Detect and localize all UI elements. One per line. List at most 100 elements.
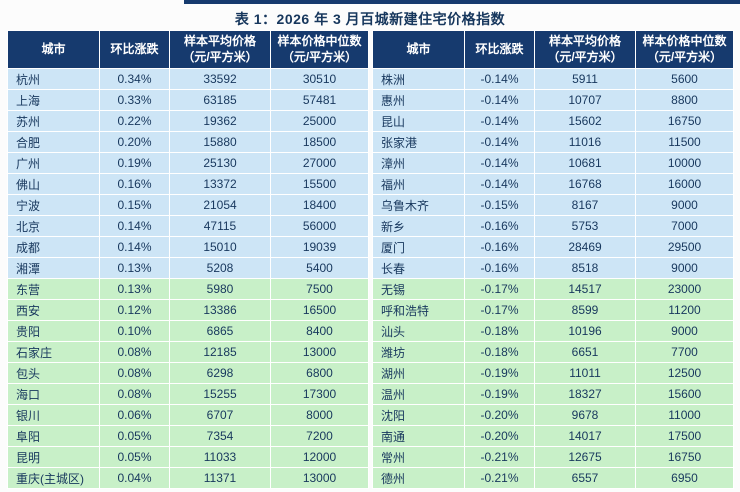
median-price-cell: 57481 [270, 89, 369, 111]
table-row: 包头 0.08% 6298 6800 [7, 362, 369, 384]
city-cell: 西安 [7, 299, 100, 321]
table-row: 厦门 -0.16% 28469 29500 [372, 236, 734, 258]
avg-price-cell: 15880 [169, 131, 271, 153]
median-price-cell: 7500 [270, 278, 369, 300]
change-cell: -0.17% [464, 278, 535, 300]
change-cell: -0.16% [464, 236, 535, 258]
change-cell: 0.12% [99, 299, 170, 321]
avg-price-cell: 13386 [169, 299, 271, 321]
col-header-median-price: 样本价格中位数 （元/平方米） [635, 30, 734, 69]
median-price-cell: 11500 [635, 131, 734, 153]
avg-price-cell: 5753 [534, 215, 636, 237]
median-price-label: 样本价格中位数 [642, 33, 727, 48]
price-table-right: 城市 环比涨跌 样本平均价格 （元/平方米） 样本价格中位数 （元/平方米） 株… [372, 30, 734, 489]
median-price-cell: 18500 [270, 131, 369, 153]
change-cell: 0.20% [99, 131, 170, 153]
avg-price-cell: 14017 [534, 425, 636, 447]
avg-price-cell: 11016 [534, 131, 636, 153]
city-cell: 长春 [372, 257, 465, 279]
median-price-cell: 11000 [635, 404, 734, 426]
col-header-avg-price: 样本平均价格 （元/平方米） [169, 30, 271, 69]
avg-price-cell: 15010 [169, 236, 271, 258]
avg-price-cell: 15255 [169, 383, 271, 405]
avg-price-cell: 10707 [534, 89, 636, 111]
city-cell: 乌鲁木齐 [372, 194, 465, 216]
change-cell: -0.16% [464, 215, 535, 237]
change-cell: -0.20% [464, 425, 535, 447]
city-cell: 宁波 [7, 194, 100, 216]
median-price-cell: 9000 [635, 320, 734, 342]
table-row: 乌鲁木齐 -0.15% 8167 9000 [372, 194, 734, 216]
table-row: 合肥 0.20% 15880 18500 [7, 131, 369, 153]
avg-price-cell: 16768 [534, 173, 636, 195]
avg-price-cell: 6298 [169, 362, 271, 384]
city-cell: 株洲 [372, 68, 465, 90]
city-cell: 潍坊 [372, 341, 465, 363]
table-row: 湘潭 0.13% 5208 5400 [7, 257, 369, 279]
avg-price-cell: 5980 [169, 278, 271, 300]
avg-price-cell: 47115 [169, 215, 271, 237]
city-cell: 沈阳 [372, 404, 465, 426]
city-cell: 包头 [7, 362, 100, 384]
table-row: 上海 0.33% 63185 57481 [7, 89, 369, 111]
city-cell: 海口 [7, 383, 100, 405]
table-row: 北京 0.14% 47115 56000 [7, 215, 369, 237]
change-cell: -0.17% [464, 299, 535, 321]
city-cell: 合肥 [7, 131, 100, 153]
table-row: 常州 -0.21% 12675 16750 [372, 446, 734, 468]
col-header-median-price: 样本价格中位数 （元/平方米） [270, 30, 369, 69]
change-cell: 0.15% [99, 194, 170, 216]
avg-price-cell: 9678 [534, 404, 636, 426]
avg-price-cell: 8518 [534, 257, 636, 279]
city-cell: 石家庄 [7, 341, 100, 363]
change-cell: 0.05% [99, 446, 170, 468]
city-cell: 汕头 [372, 320, 465, 342]
table-row: 昆山 -0.14% 15602 16750 [372, 110, 734, 132]
median-price-cell: 17500 [635, 425, 734, 447]
median-price-cell: 5600 [635, 68, 734, 90]
col-header-avg-price: 样本平均价格 （元/平方米） [534, 30, 636, 69]
table-row: 无锡 -0.17% 14517 23000 [372, 278, 734, 300]
change-cell: 0.04% [99, 467, 170, 489]
avg-price-cell: 12675 [534, 446, 636, 468]
change-cell: -0.14% [464, 89, 535, 111]
col-header-city: 城市 [372, 30, 465, 69]
city-cell: 成都 [7, 236, 100, 258]
city-cell: 厦门 [372, 236, 465, 258]
avg-price-cell: 5208 [169, 257, 271, 279]
median-price-cell: 11200 [635, 299, 734, 321]
city-cell: 东营 [7, 278, 100, 300]
avg-price-cell: 6651 [534, 341, 636, 363]
table-title: 表 1：2026 年 3 月百城新建住宅价格指数 [234, 11, 506, 27]
city-cell: 银川 [7, 404, 100, 426]
median-price-cell: 25000 [270, 110, 369, 132]
change-cell: -0.19% [464, 362, 535, 384]
avg-price-cell: 10681 [534, 152, 636, 174]
change-cell: 0.13% [99, 257, 170, 279]
avg-price-cell: 28469 [534, 236, 636, 258]
table-row: 张家港 -0.14% 11016 11500 [372, 131, 734, 153]
city-cell: 新乡 [372, 215, 465, 237]
change-cell: -0.15% [464, 194, 535, 216]
city-cell: 贵阳 [7, 320, 100, 342]
table-row: 汕头 -0.18% 10196 9000 [372, 320, 734, 342]
avg-price-label: 样本平均价格 [548, 33, 621, 48]
city-cell: 呼和浩特 [372, 299, 465, 321]
avg-price-cell: 21054 [169, 194, 271, 216]
avg-price-cell: 8167 [534, 194, 636, 216]
table-row: 广州 0.19% 25130 27000 [7, 152, 369, 174]
city-cell: 温州 [372, 383, 465, 405]
table-row: 杭州 0.34% 33592 30510 [7, 68, 369, 90]
median-price-cell: 29500 [635, 236, 734, 258]
table-row: 贵阳 0.10% 6865 8400 [7, 320, 369, 342]
median-price-cell: 30510 [270, 68, 369, 90]
change-cell: -0.21% [464, 467, 535, 489]
city-cell: 张家港 [372, 131, 465, 153]
avg-price-cell: 11371 [169, 467, 271, 489]
avg-price-cell: 10196 [534, 320, 636, 342]
median-price-cell: 19039 [270, 236, 369, 258]
change-cell: 0.10% [99, 320, 170, 342]
change-cell: 0.34% [99, 68, 170, 90]
median-price-cell: 8400 [270, 320, 369, 342]
